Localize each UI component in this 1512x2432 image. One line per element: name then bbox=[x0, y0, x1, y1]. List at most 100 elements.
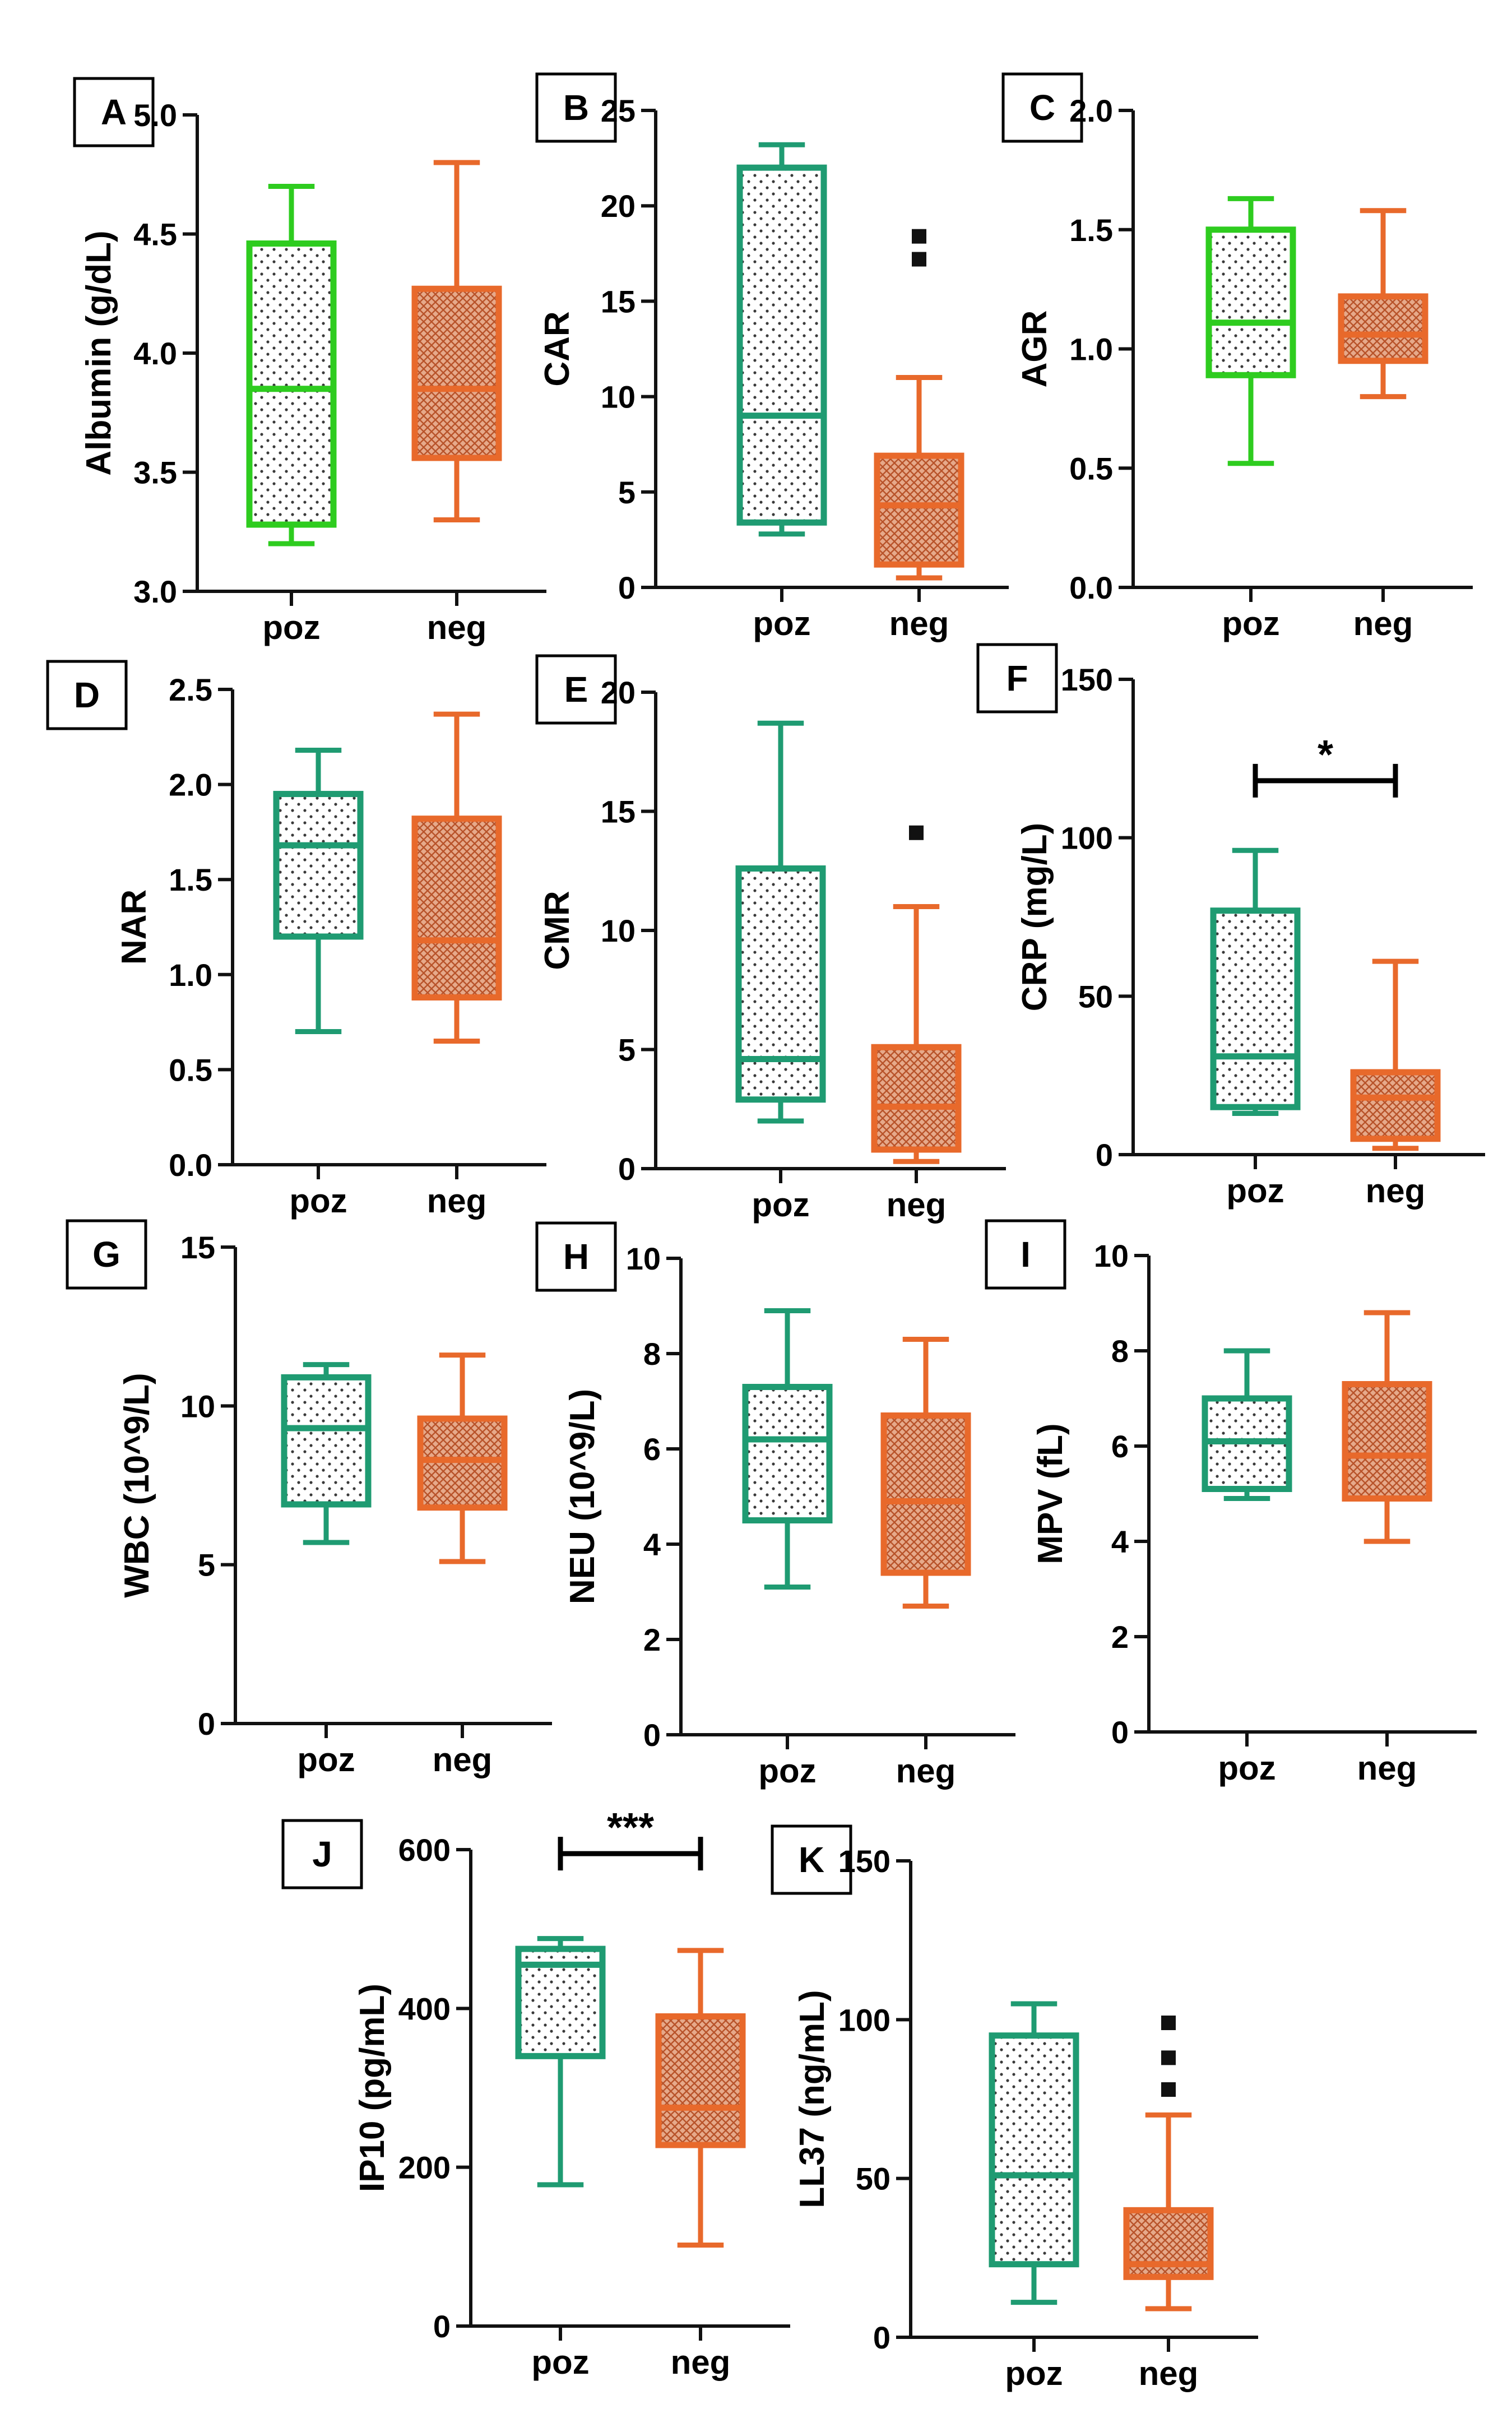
panel-label-box bbox=[985, 1219, 1066, 1290]
y-tick-label: 0 bbox=[433, 2309, 451, 2344]
panel-label-box bbox=[535, 654, 617, 725]
y-tick-label: 2.0 bbox=[169, 767, 212, 803]
box-plot-neg bbox=[411, 711, 502, 1044]
y-tick-label: 150 bbox=[1061, 662, 1113, 697]
panel-label-tab: B bbox=[535, 72, 617, 143]
panel-label-tab: D bbox=[46, 660, 128, 730]
panel-label: A bbox=[101, 92, 127, 132]
box-plot-neg bbox=[1338, 208, 1428, 400]
panel-label: D bbox=[74, 675, 100, 715]
y-tick-label: 100 bbox=[838, 2002, 890, 2037]
y-tick-label: 0.5 bbox=[169, 1052, 212, 1087]
outlier-point bbox=[1161, 2082, 1176, 2097]
x-tick-label: neg bbox=[1366, 1172, 1426, 1210]
panel-label-tab: I bbox=[985, 1219, 1066, 1290]
box-plot-neg bbox=[874, 229, 964, 581]
outlier-point bbox=[912, 229, 926, 244]
panel-label: J bbox=[312, 1834, 332, 1874]
panel-label: C bbox=[1029, 87, 1055, 128]
box-plot-neg bbox=[1123, 2016, 1214, 2311]
significance-bracket: *** bbox=[558, 1805, 703, 1871]
y-tick-label: 2.0 bbox=[1069, 93, 1113, 128]
panel-label-tab: A bbox=[73, 77, 155, 147]
interquartile-box bbox=[411, 816, 502, 1001]
panel-j-ip10: J 0 200 400 600 IP10 (pg/mL) poz neg *** bbox=[281, 1805, 790, 2381]
panel-label-box bbox=[535, 1221, 617, 1292]
y-axis-title: CRP (mg/L) bbox=[1015, 823, 1054, 1011]
y-tick-label: 10 bbox=[1094, 1238, 1129, 1273]
interquartile-box bbox=[655, 2013, 746, 2148]
box-plot-neg bbox=[417, 1352, 508, 1564]
panel-label: G bbox=[92, 1234, 120, 1275]
panel-label-box bbox=[771, 1824, 852, 1895]
y-axis-title: NEU (10^9/L) bbox=[563, 1389, 602, 1604]
panel-label-tab: E bbox=[535, 654, 617, 725]
y-tick-label: 10 bbox=[601, 379, 636, 415]
y-tick-label: 4.0 bbox=[133, 336, 177, 371]
interquartile-box bbox=[880, 1412, 971, 1576]
panel-label: E bbox=[564, 669, 588, 710]
x-tick-label: neg bbox=[427, 1182, 487, 1220]
panel-k-ll37: K 0 50 100 150 LL37 (ng/mL) poz neg bbox=[771, 1824, 1258, 2392]
y-tick-label: 15 bbox=[601, 284, 636, 319]
x-tick-label: neg bbox=[1353, 605, 1413, 642]
panel-label-box bbox=[535, 72, 617, 143]
y-tick-label: 0 bbox=[618, 570, 636, 605]
box-plot-neg bbox=[1342, 1310, 1432, 1544]
interquartile-box bbox=[742, 1384, 833, 1523]
x-tick-label: poz bbox=[297, 1741, 355, 1778]
y-axis-title: WBC (10^9/L) bbox=[118, 1373, 156, 1597]
y-tick-label: 8 bbox=[1111, 1333, 1129, 1369]
x-tick-label: poz bbox=[262, 609, 320, 646]
y-tick-label: 15 bbox=[180, 1230, 215, 1265]
box-plot-neg bbox=[880, 1337, 971, 1609]
y-tick-label: 3.0 bbox=[133, 574, 177, 609]
y-tick-label: 3.5 bbox=[133, 455, 177, 490]
interquartile-box bbox=[1205, 226, 1296, 378]
outlier-point bbox=[1161, 2050, 1176, 2065]
panel-label: B bbox=[563, 87, 589, 128]
y-tick-label: 400 bbox=[398, 1991, 451, 2026]
panel-d-nar: D 0.0 0.5 1.0 1.5 2.0 2.5 NAR poz neg bbox=[46, 660, 546, 1220]
interquartile-box bbox=[871, 1044, 962, 1153]
y-tick-label: 4.5 bbox=[133, 217, 177, 252]
x-tick-label: neg bbox=[433, 1741, 493, 1778]
significance-label: *** bbox=[607, 1805, 654, 1850]
y-tick-label: 4 bbox=[1111, 1524, 1129, 1559]
y-tick-label: 1.0 bbox=[169, 957, 212, 993]
y-tick-label: 0 bbox=[1096, 1137, 1113, 1173]
outlier-point bbox=[912, 252, 926, 267]
x-tick-label: neg bbox=[896, 1752, 956, 1790]
interquartile-box bbox=[1350, 1069, 1441, 1142]
y-axis-title: LL37 (ng/mL) bbox=[793, 1990, 832, 2208]
interquartile-box bbox=[735, 865, 826, 1103]
x-tick-label: poz bbox=[1226, 1172, 1284, 1210]
y-tick-label: 600 bbox=[398, 1832, 451, 1868]
box-plot-neg bbox=[655, 1948, 746, 2248]
y-tick-label: 0 bbox=[1111, 1715, 1129, 1750]
panel-g-wbc: G 0 5 10 15 WBC (10^9/L) poz neg bbox=[66, 1219, 552, 1778]
box-plot-poz bbox=[742, 1308, 833, 1590]
y-tick-label: 6 bbox=[643, 1432, 661, 1467]
y-tick-label: 10 bbox=[601, 913, 636, 948]
x-tick-label: poz bbox=[1218, 1749, 1276, 1787]
y-tick-label: 2.5 bbox=[169, 672, 212, 707]
y-axis-title: Albumin (g/dL) bbox=[80, 230, 118, 475]
x-tick-label: neg bbox=[887, 1186, 947, 1224]
panel-label: H bbox=[563, 1236, 589, 1277]
x-tick-label: neg bbox=[1357, 1749, 1417, 1787]
panel-label-tab: H bbox=[535, 1221, 617, 1292]
panel-label-box bbox=[976, 643, 1058, 714]
y-tick-label: 0 bbox=[643, 1717, 661, 1753]
y-axis-title: CAR bbox=[538, 311, 577, 386]
x-tick-label: poz bbox=[531, 2343, 589, 2381]
panel-label-box bbox=[1001, 72, 1083, 143]
x-tick-label: poz bbox=[289, 1182, 347, 1220]
panel-label: I bbox=[1021, 1234, 1031, 1275]
x-tick-label: poz bbox=[752, 1186, 809, 1224]
panel-label-tab: G bbox=[66, 1219, 147, 1290]
interquartile-box bbox=[281, 1374, 372, 1508]
y-tick-label: 6 bbox=[1111, 1429, 1129, 1464]
y-tick-label: 1.5 bbox=[169, 862, 212, 897]
box-plot-poz bbox=[515, 1936, 606, 2188]
